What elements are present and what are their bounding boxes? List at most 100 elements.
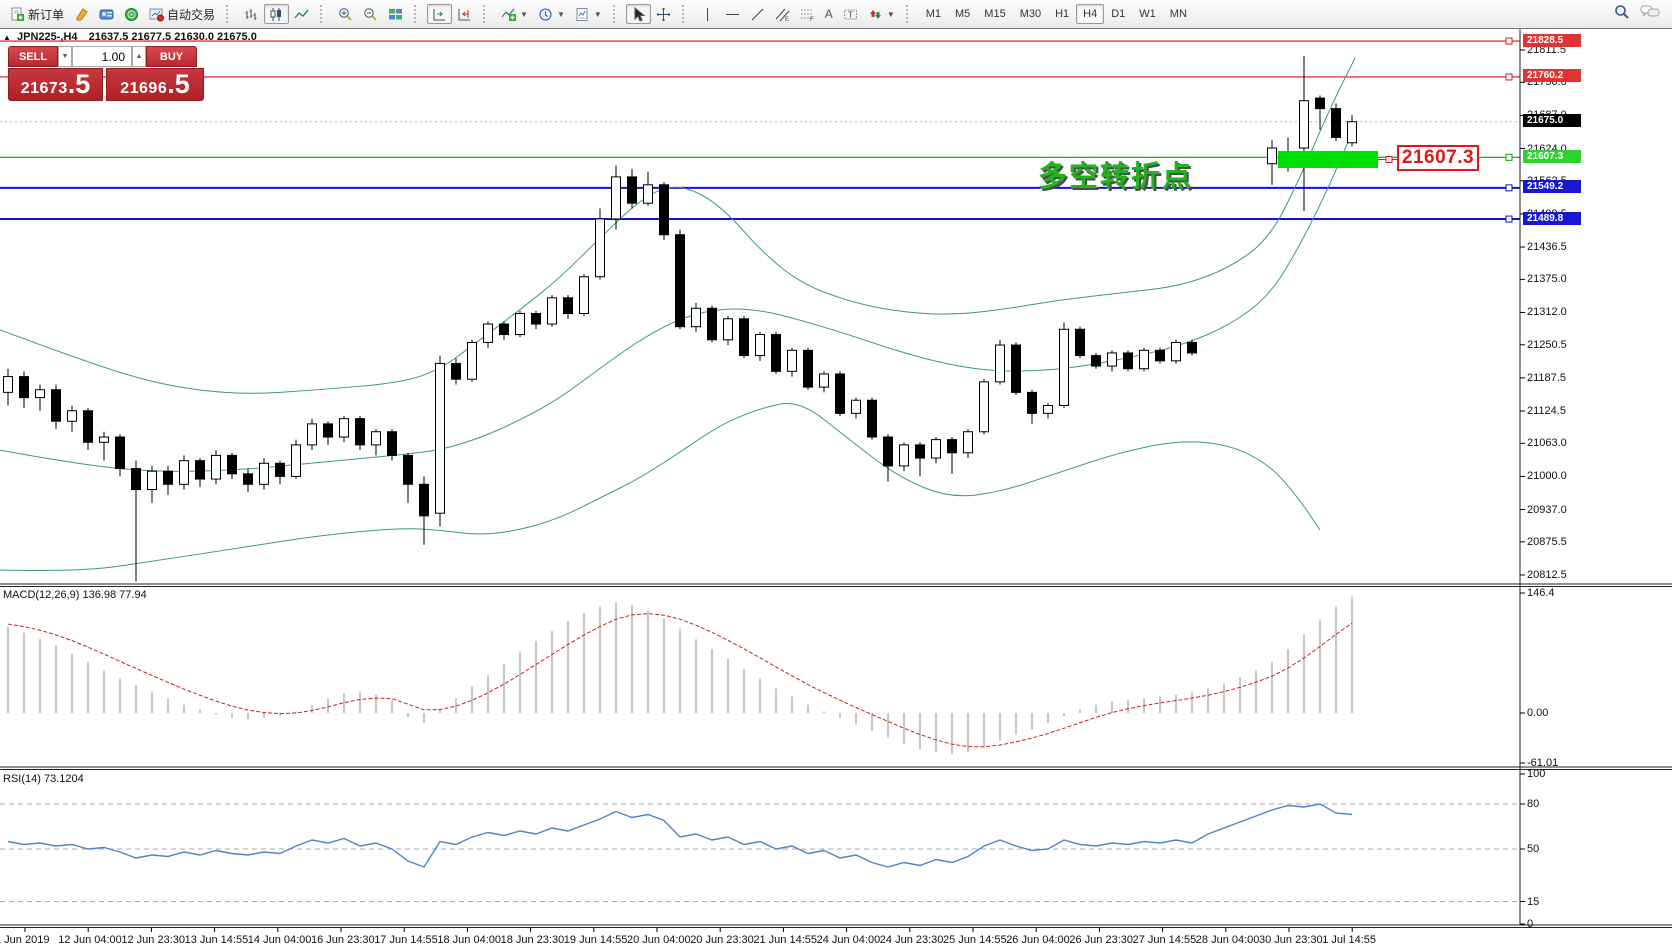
candle-bullish bbox=[1043, 404, 1053, 414]
candle-bullish bbox=[259, 462, 269, 485]
candle-bullish bbox=[787, 349, 797, 372]
sell-price-display[interactable]: 21673 .5 bbox=[8, 68, 103, 101]
trendline-tool-button[interactable] bbox=[745, 4, 770, 24]
candle-bearish bbox=[387, 431, 397, 456]
sell-price-pip: .5 bbox=[67, 69, 91, 99]
candle-bearish bbox=[451, 362, 461, 380]
candle-bullish bbox=[643, 184, 653, 204]
horizontal-line-tool-button[interactable] bbox=[720, 4, 745, 24]
volume-input[interactable] bbox=[72, 46, 132, 67]
bollinger-middle-band bbox=[0, 124, 1356, 472]
level-marker-square bbox=[1505, 153, 1513, 161]
templates-button[interactable]: ▼ bbox=[570, 4, 607, 24]
buy-price-display[interactable]: 21696 .5 bbox=[106, 68, 204, 101]
candle-bullish bbox=[67, 410, 77, 422]
timeframe-m1-button[interactable]: M1 bbox=[925, 8, 942, 20]
periods-button[interactable]: ▼ bbox=[533, 4, 570, 24]
candle-bearish bbox=[419, 483, 429, 517]
crosshair-tool-button[interactable] bbox=[651, 4, 676, 24]
level-marker-square bbox=[1505, 184, 1513, 192]
volume-decrement-button[interactable]: ▼ bbox=[58, 46, 72, 67]
toolbar-grip bbox=[414, 5, 421, 23]
price-tag-box[interactable]: 21607.3 bbox=[1397, 145, 1479, 171]
timeframe-h1-button[interactable]: H1 bbox=[1055, 8, 1070, 20]
candle-bullish bbox=[147, 470, 157, 491]
candle-bullish bbox=[35, 389, 45, 399]
volume-increment-button[interactable]: ▲ bbox=[132, 46, 146, 67]
line-chart-button[interactable] bbox=[289, 4, 314, 24]
macd-indicator-label: MACD(12,26,9) 136.98 77.94 bbox=[3, 589, 147, 601]
candle-bearish bbox=[915, 444, 925, 459]
indicators-button[interactable]: ▼ bbox=[496, 4, 533, 24]
timeframe-w1-button[interactable]: W1 bbox=[1139, 8, 1156, 20]
tag-connector-square bbox=[1385, 156, 1393, 163]
candle-bearish bbox=[867, 399, 877, 438]
vertical-line-tool-button[interactable] bbox=[695, 4, 720, 24]
timeframe-m15-button[interactable]: M15 bbox=[984, 8, 1006, 20]
candle-bearish bbox=[531, 313, 541, 325]
level-marker-square bbox=[1505, 73, 1513, 81]
sell-button[interactable]: SELL bbox=[8, 46, 58, 67]
candle-bullish bbox=[371, 431, 381, 446]
candle-bearish bbox=[19, 376, 29, 399]
bollinger-upper-band bbox=[0, 57, 1356, 394]
sell-price-main: 21673 bbox=[20, 80, 68, 97]
candle-bullish bbox=[1299, 100, 1309, 149]
level-marker-square bbox=[1505, 37, 1513, 45]
tile-windows-button[interactable] bbox=[383, 4, 408, 24]
candle-bullish bbox=[931, 439, 941, 459]
timeframe-m30-button[interactable]: M30 bbox=[1019, 8, 1042, 20]
candle-bearish bbox=[947, 439, 957, 454]
cursor-tool-button[interactable] bbox=[625, 4, 651, 24]
search-icon[interactable] bbox=[1614, 4, 1630, 25]
chart-canvas[interactable] bbox=[0, 29, 1672, 949]
candle-bearish bbox=[627, 176, 637, 204]
candle-bullish bbox=[515, 313, 525, 336]
candle-bearish bbox=[1091, 355, 1101, 367]
label-tool-button[interactable]: T bbox=[838, 4, 863, 24]
candle-bullish bbox=[1107, 352, 1117, 367]
candlestick-chart-button[interactable] bbox=[264, 4, 290, 24]
timeframe-m5-button[interactable]: M5 bbox=[955, 8, 971, 20]
level-marker-square bbox=[1505, 215, 1513, 223]
channel-tool-button[interactable]: E bbox=[770, 4, 795, 24]
new-order-label: 新订单 bbox=[28, 7, 65, 22]
zoom-in-button[interactable] bbox=[333, 4, 358, 24]
buy-button[interactable]: BUY bbox=[146, 46, 197, 67]
timeframe-d1-button[interactable]: D1 bbox=[1111, 8, 1126, 20]
timeframe-mn-button[interactable]: MN bbox=[1169, 8, 1187, 20]
mql5-community-button[interactable] bbox=[94, 4, 119, 24]
zoom-out-button[interactable] bbox=[358, 4, 383, 24]
candle-bullish bbox=[1171, 341, 1181, 362]
candle-bearish bbox=[883, 436, 893, 467]
chat-icon[interactable] bbox=[1640, 4, 1660, 25]
rsi-line bbox=[7, 803, 1353, 868]
candle-bullish bbox=[1347, 121, 1357, 144]
auto-scroll-button[interactable] bbox=[427, 4, 453, 24]
candle-bullish bbox=[979, 381, 989, 433]
new-order-icon bbox=[10, 7, 25, 22]
arrows-tool-button[interactable]: ▼ bbox=[863, 4, 900, 24]
new-order-button[interactable]: 新订单 bbox=[5, 4, 69, 24]
timeframe-h4-button[interactable]: H4 bbox=[1076, 4, 1105, 24]
toolbar-grip bbox=[483, 5, 490, 23]
fibonacci-tool-button[interactable]: F bbox=[795, 4, 820, 24]
autotrading-button[interactable]: 自动交易 bbox=[144, 4, 220, 24]
turning-point-annotation[interactable]: 多空转折点 bbox=[1038, 161, 1194, 193]
bar-chart-button[interactable] bbox=[239, 4, 264, 24]
candle-bullish bbox=[435, 362, 445, 514]
chart-title: ▲ JPN225-,H4 21637.5 21677.5 21630.0 216… bbox=[3, 31, 257, 43]
toolbar: 新订单 自动交易 bbox=[0, 0, 1672, 29]
chart-shift-button[interactable] bbox=[452, 4, 477, 24]
metaeditor-button[interactable] bbox=[69, 4, 94, 24]
text-tool-button[interactable]: A bbox=[820, 4, 838, 24]
candle-bullish bbox=[579, 276, 589, 315]
candle-bullish bbox=[211, 454, 221, 480]
candle-bullish bbox=[963, 431, 973, 454]
text-tool-glyph: A bbox=[824, 7, 833, 21]
candle-bearish bbox=[771, 334, 781, 372]
candle-bearish bbox=[1187, 341, 1197, 354]
market-button[interactable] bbox=[119, 4, 144, 24]
candles-layer bbox=[3, 56, 1357, 582]
candle-bearish bbox=[739, 318, 749, 357]
